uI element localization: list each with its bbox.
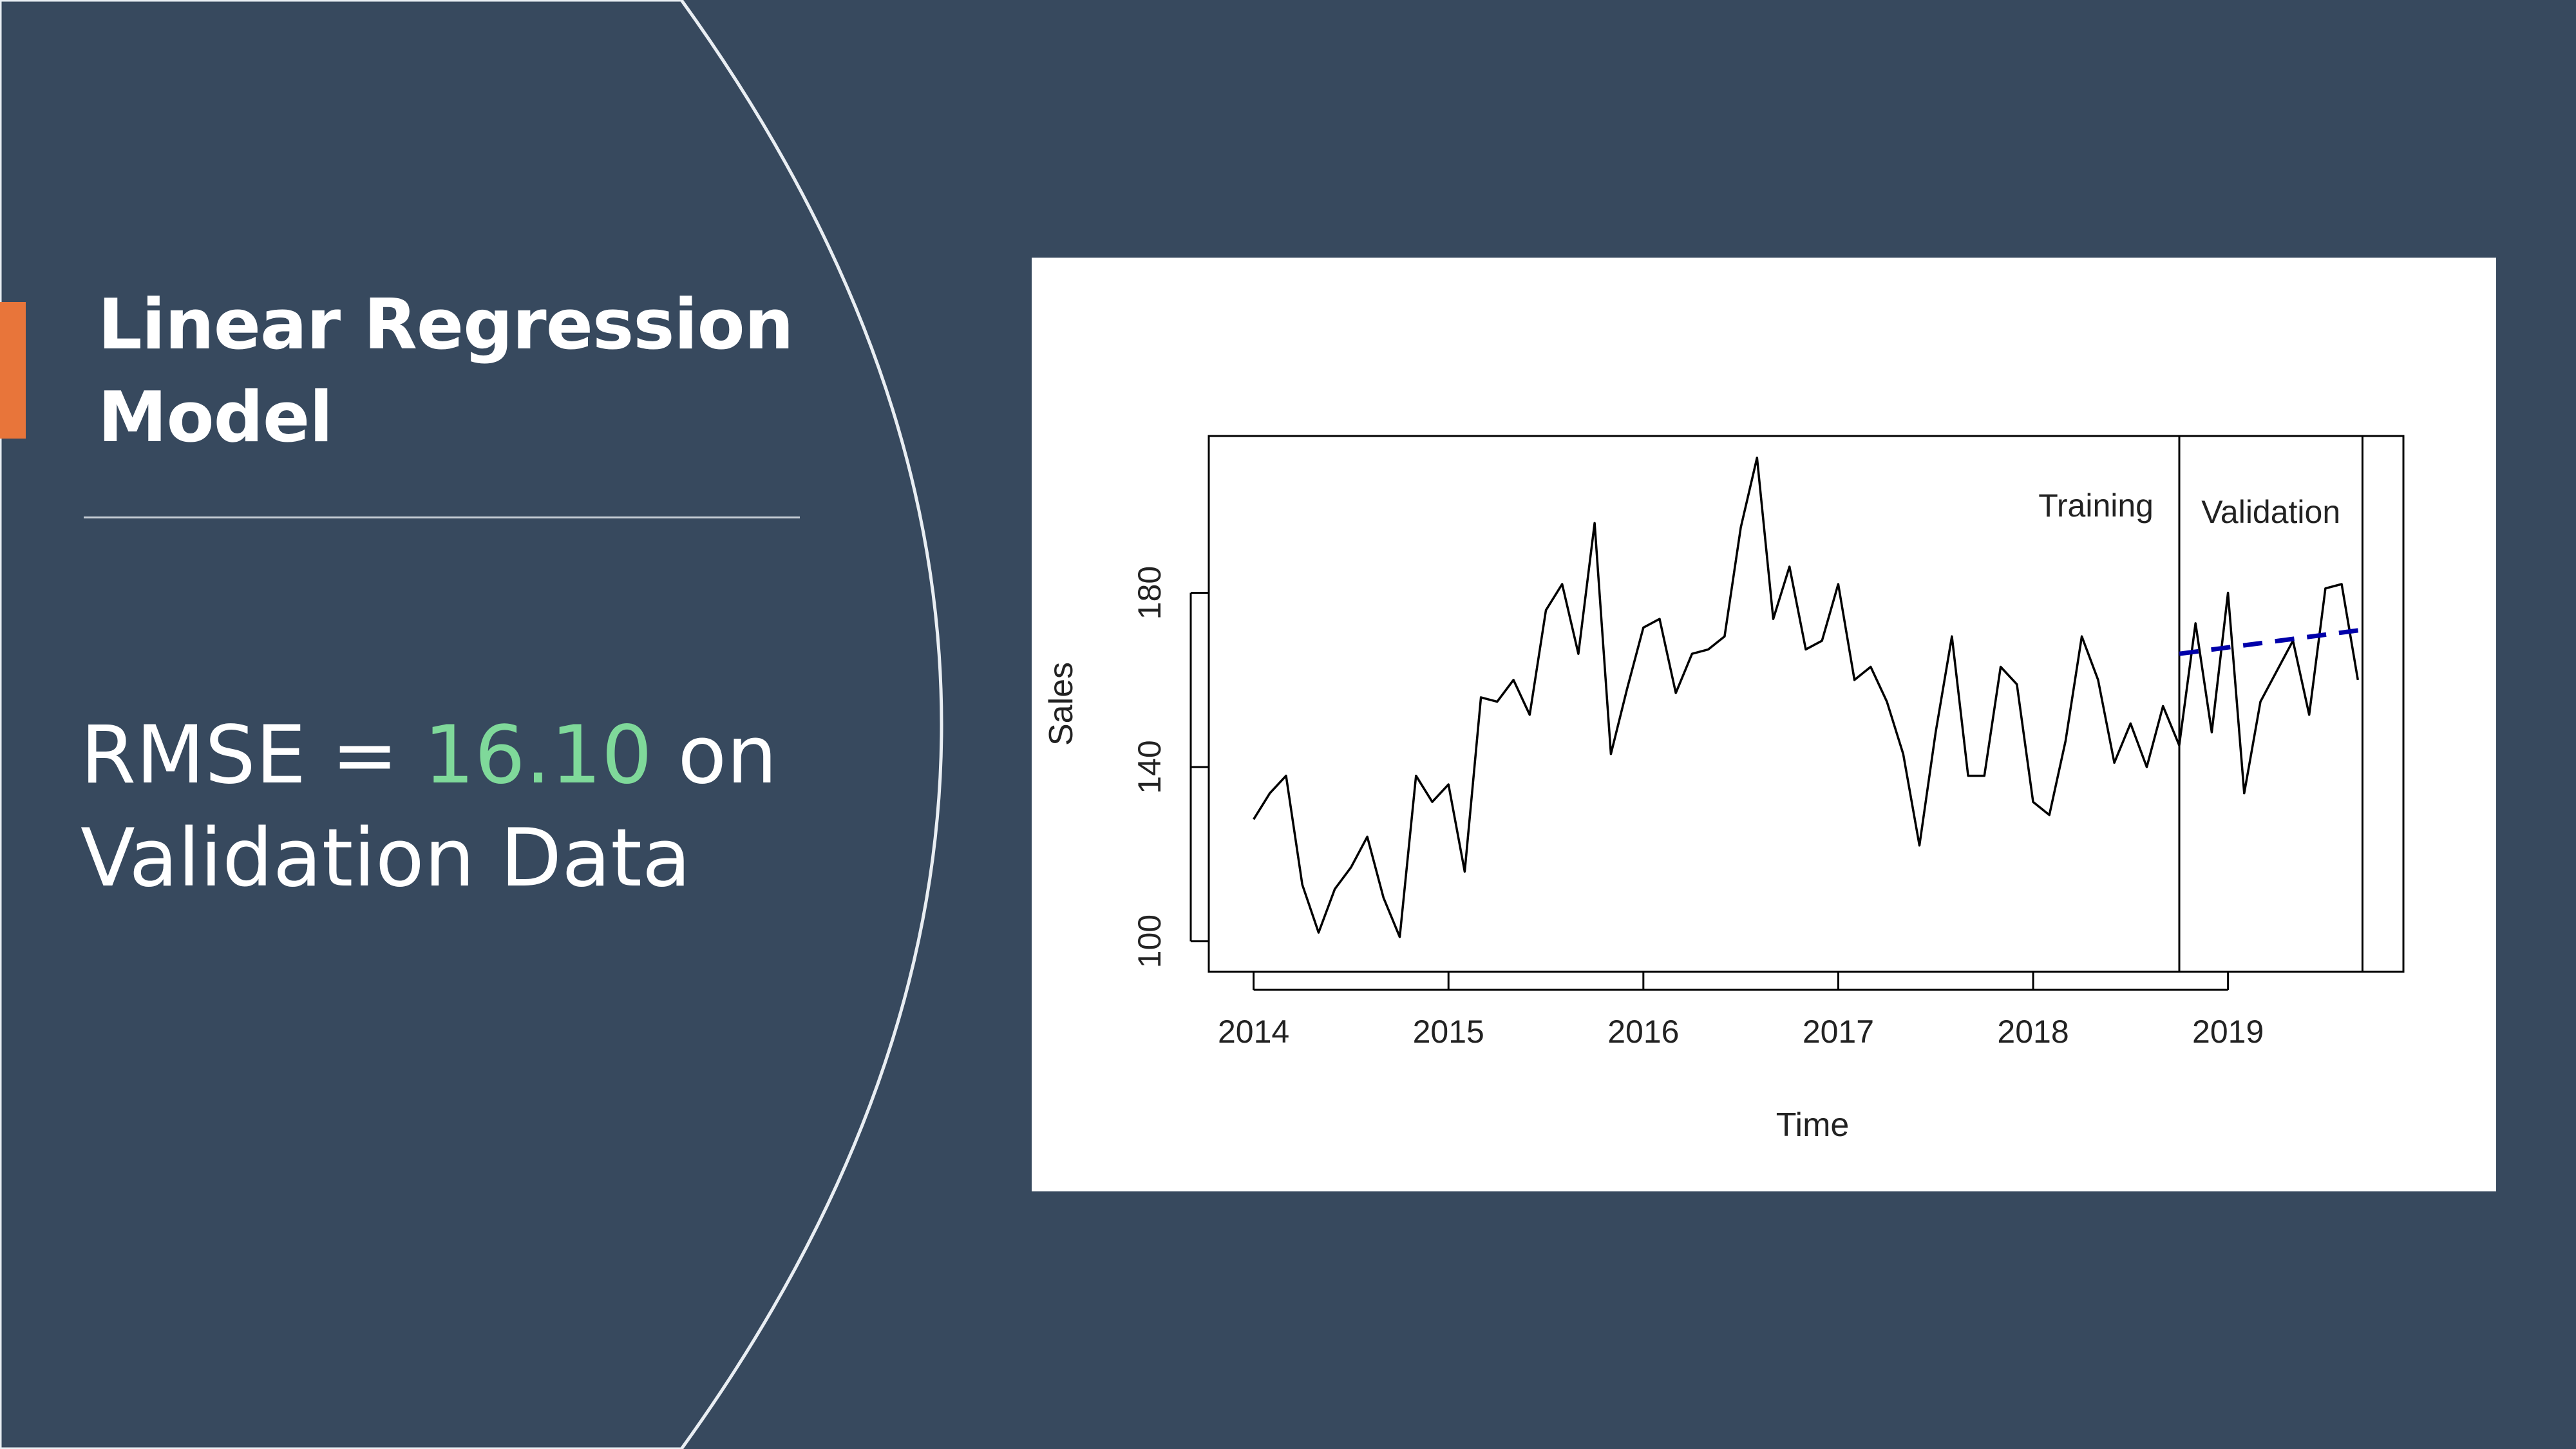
y-tick-label: 180 <box>1132 566 1168 620</box>
partition-label-training: Training <box>2038 488 2154 524</box>
x-tick-label: 2018 <box>1997 1014 2069 1050</box>
chart-panel: 2014 2015 2016 2017 2018 2019 100 140 180 Sales Ti… <box>1032 258 2496 1191</box>
y-tick-label: 100 <box>1132 914 1168 968</box>
series-actual-line <box>1253 457 2360 938</box>
series-forecast-line <box>2179 627 2363 656</box>
rmse-statement: RMSE = 16.10 on Validation Data <box>80 704 918 910</box>
x-tick-label: 2017 <box>1803 1014 1874 1050</box>
plot-frame <box>1208 435 2405 973</box>
rmse-line1: RMSE = 16.10 on <box>80 704 918 807</box>
accent-bar <box>0 302 26 439</box>
rmse-prefix: RMSE = <box>80 709 424 802</box>
slide-title: Linear Regression Model <box>98 279 838 464</box>
sales-chart: 2014 2015 2016 2017 2018 2019 100 140 180 Sales Ti… <box>1043 435 2405 1144</box>
slide-title-line1: Linear Regression <box>98 285 794 365</box>
partition-label-validation: Validation <box>2201 494 2340 530</box>
x-tick-label: 2019 <box>2192 1014 2264 1050</box>
x-tick-label: 2016 <box>1607 1014 1679 1050</box>
title-divider <box>84 516 800 518</box>
slide-title-line2: Model <box>98 377 333 458</box>
y-axis-label: Sales <box>1043 662 1080 746</box>
x-tick-label: 2014 <box>1218 1014 1289 1050</box>
x-axis-label: Time <box>1776 1106 1850 1144</box>
rmse-value: 16.10 <box>423 709 652 802</box>
x-tick-label: 2015 <box>1413 1014 1484 1050</box>
rmse-suffix: on <box>652 709 777 802</box>
rmse-line2: Validation Data <box>80 812 691 905</box>
y-tick-label: 140 <box>1132 740 1168 793</box>
